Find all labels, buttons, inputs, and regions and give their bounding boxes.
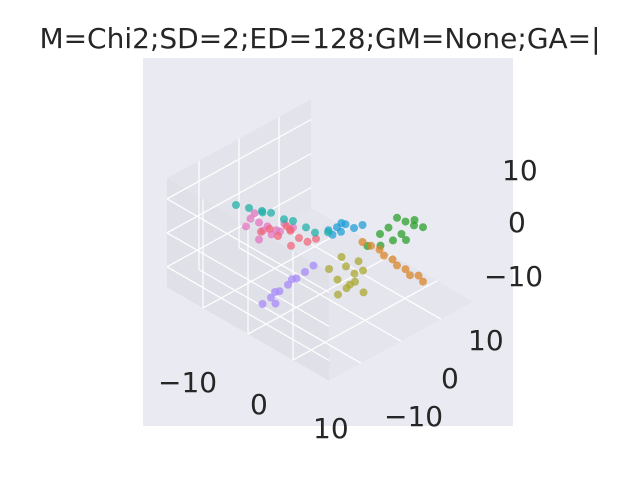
series-2-point-3 bbox=[350, 224, 358, 232]
series-7-point-9 bbox=[358, 238, 367, 246]
z-tick-label-1: 0 bbox=[508, 206, 526, 239]
x-tick-label-2: 10 bbox=[313, 412, 349, 445]
series-0-point-10 bbox=[255, 235, 263, 244]
y-tick-labels: −10 0 10 bbox=[384, 324, 504, 433]
series-4-point-0 bbox=[245, 204, 253, 212]
y-tick-label-0: −10 bbox=[384, 400, 443, 433]
series-1-point-0 bbox=[393, 213, 401, 222]
series-7-point-5 bbox=[375, 245, 384, 254]
x-tick-label-1: 0 bbox=[250, 388, 268, 421]
series-6-point-7 bbox=[351, 277, 359, 286]
series-4-point-6 bbox=[311, 228, 319, 237]
series-4-point-5 bbox=[302, 223, 310, 232]
series-4-point-8 bbox=[232, 201, 240, 209]
series-6-point-2 bbox=[333, 275, 342, 284]
grid-layer bbox=[166, 99, 473, 381]
series-7-point-7 bbox=[401, 265, 410, 274]
series-5-point-8 bbox=[309, 261, 318, 270]
series-5-point-2 bbox=[284, 280, 292, 289]
series-1-point-2 bbox=[384, 223, 393, 232]
series-2-point-4 bbox=[337, 227, 345, 236]
back-gridline-z-1 bbox=[166, 153, 312, 234]
series-1-point-4 bbox=[376, 230, 384, 238]
series-6-point-9 bbox=[337, 253, 346, 261]
series-6-point-8 bbox=[359, 288, 368, 297]
side-gridline-z-2 bbox=[166, 198, 330, 293]
z-tick-label-2: 10 bbox=[502, 154, 538, 187]
series-3-point-2 bbox=[295, 234, 303, 242]
series-7-point-4 bbox=[419, 277, 427, 286]
series-3-point-7 bbox=[312, 234, 320, 243]
series-4-point-2 bbox=[267, 208, 275, 217]
series-7-point-2 bbox=[393, 261, 401, 270]
series-7-point-1 bbox=[380, 251, 388, 260]
series-1-point-9 bbox=[402, 236, 410, 244]
series-6-point-10 bbox=[354, 257, 363, 266]
series-7-point-0 bbox=[367, 241, 375, 250]
series-5-point-9 bbox=[271, 299, 280, 308]
y-tick-label-1: 0 bbox=[441, 362, 459, 395]
series-4-point-3 bbox=[280, 215, 288, 224]
series-1-point-5 bbox=[397, 230, 406, 238]
series-7-point-6 bbox=[388, 255, 397, 264]
series-0-point-6 bbox=[250, 209, 259, 218]
series-5-point-5 bbox=[301, 268, 309, 276]
series-1-point-11 bbox=[419, 223, 427, 232]
series-3-point-3 bbox=[265, 224, 274, 233]
series-5-point-0 bbox=[267, 293, 275, 302]
chart-title: M=Chi2;SD=2;ED=128;GM=None;GA=| bbox=[39, 22, 600, 55]
x-tick-label-0: −10 bbox=[158, 366, 217, 399]
series-1-point-1 bbox=[401, 217, 410, 226]
series-6-point-3 bbox=[359, 266, 367, 275]
side-gridline-z-1 bbox=[166, 232, 330, 327]
y-tick-label-2: 10 bbox=[468, 324, 504, 357]
series-7-point-3 bbox=[406, 271, 414, 280]
series-5-point-7 bbox=[288, 275, 296, 284]
series-0-point-0 bbox=[246, 214, 255, 223]
series-6-point-6 bbox=[325, 265, 333, 273]
series-1-point-6 bbox=[410, 216, 419, 224]
series-4-point-9 bbox=[258, 208, 267, 217]
back-gridline-z-2 bbox=[166, 119, 312, 200]
series-3-point-0 bbox=[274, 232, 282, 240]
series-6-point-0 bbox=[342, 262, 350, 271]
z-tick-label-0: −10 bbox=[484, 260, 543, 293]
series-2-point-5 bbox=[337, 219, 346, 227]
series-3-point-5 bbox=[257, 227, 265, 236]
series-3-point-9 bbox=[287, 241, 295, 250]
series-6-point-1 bbox=[350, 269, 359, 278]
series-6-point-11 bbox=[334, 290, 342, 299]
series-3-point-4 bbox=[303, 237, 312, 246]
series-6-point-5 bbox=[342, 284, 351, 293]
series-2-point-6 bbox=[358, 221, 367, 229]
series-4-point-4 bbox=[289, 217, 297, 225]
series-0-point-1 bbox=[255, 218, 263, 227]
z-tick-labels: −10 0 10 bbox=[484, 154, 543, 293]
series-5-point-3 bbox=[258, 300, 267, 308]
series-5-point-6 bbox=[271, 288, 279, 296]
series-0-point-3 bbox=[242, 222, 250, 231]
series-7-point-8 bbox=[414, 271, 423, 280]
points-layer bbox=[232, 201, 427, 308]
x-tick-labels: −10 0 10 bbox=[158, 366, 349, 445]
series-4-point-7 bbox=[324, 228, 332, 237]
floor-gridline-y-1 bbox=[238, 247, 402, 342]
series-3-point-8 bbox=[286, 225, 294, 234]
floor-gridline-x-2 bbox=[292, 280, 438, 361]
series-1-point-7 bbox=[389, 236, 397, 245]
